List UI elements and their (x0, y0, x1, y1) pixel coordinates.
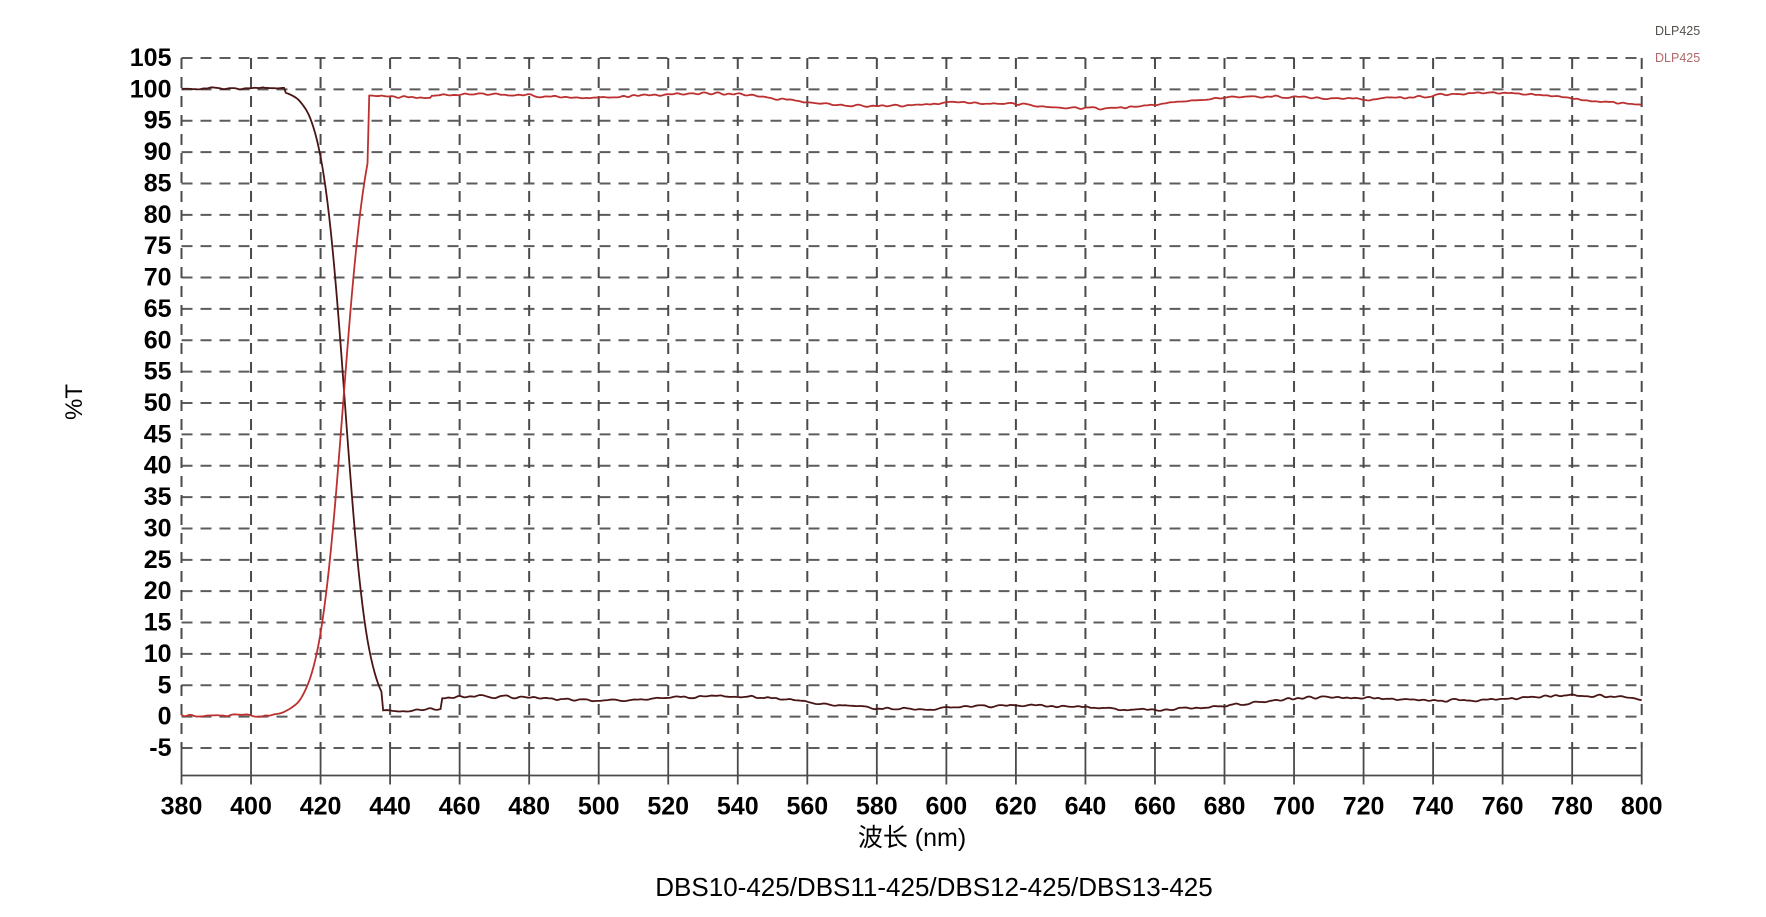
svg-text:780: 780 (1551, 793, 1593, 821)
svg-text:520: 520 (647, 793, 689, 821)
svg-text:700: 700 (1273, 793, 1315, 821)
svg-text:95: 95 (144, 107, 172, 135)
svg-text:40: 40 (144, 452, 172, 480)
svg-text:480: 480 (508, 793, 550, 821)
svg-text:80: 80 (144, 201, 172, 229)
svg-text:660: 660 (1134, 793, 1176, 821)
svg-text:680: 680 (1204, 793, 1246, 821)
svg-text:70: 70 (144, 264, 172, 292)
svg-text:10: 10 (144, 640, 172, 668)
svg-text:440: 440 (369, 793, 411, 821)
svg-text:105: 105 (130, 44, 172, 72)
svg-text:45: 45 (144, 420, 172, 448)
svg-text:75: 75 (144, 232, 172, 260)
svg-text:760: 760 (1482, 793, 1524, 821)
svg-text:740: 740 (1412, 793, 1454, 821)
svg-text:580: 580 (856, 793, 898, 821)
svg-text:640: 640 (1065, 793, 1107, 821)
svg-text:65: 65 (144, 295, 172, 323)
svg-text:20: 20 (144, 577, 172, 605)
svg-text:380: 380 (161, 793, 203, 821)
svg-text:55: 55 (144, 358, 172, 386)
svg-text:-5: -5 (149, 734, 171, 762)
svg-text:50: 50 (144, 389, 172, 417)
svg-text:100: 100 (130, 75, 172, 103)
svg-text:720: 720 (1343, 793, 1385, 821)
svg-text:460: 460 (439, 793, 481, 821)
svg-text:85: 85 (144, 169, 172, 197)
svg-text:15: 15 (144, 609, 172, 637)
svg-text:25: 25 (144, 546, 172, 574)
svg-text:800: 800 (1621, 793, 1663, 821)
svg-text:5: 5 (158, 671, 172, 699)
svg-text:620: 620 (995, 793, 1037, 821)
svg-text:420: 420 (300, 793, 342, 821)
svg-text:30: 30 (144, 514, 172, 542)
svg-text:35: 35 (144, 483, 172, 511)
svg-text:560: 560 (786, 793, 828, 821)
svg-text:400: 400 (230, 793, 272, 821)
svg-text:500: 500 (578, 793, 620, 821)
svg-text:90: 90 (144, 138, 172, 166)
svg-text:0: 0 (158, 703, 172, 731)
svg-text:540: 540 (717, 793, 759, 821)
svg-text:600: 600 (926, 793, 968, 821)
svg-text:60: 60 (144, 326, 172, 354)
